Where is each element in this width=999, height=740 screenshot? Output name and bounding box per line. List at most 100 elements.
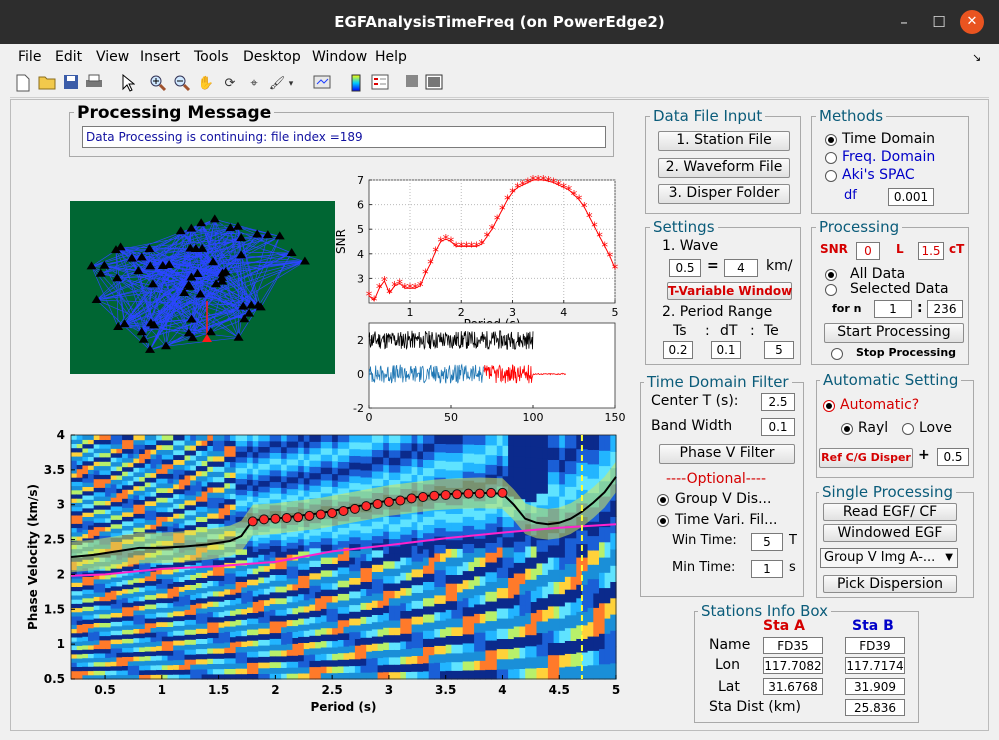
selected-data-radio[interactable] — [825, 284, 837, 296]
start-processing-button[interactable]: Start Processing — [824, 323, 964, 343]
band-width-input[interactable]: 0.1 — [761, 418, 795, 436]
heatmap-cell — [604, 541, 611, 558]
snr-input[interactable]: 0 — [856, 242, 880, 260]
l-input[interactable]: 1.5 — [918, 242, 944, 260]
colorbar-icon[interactable] — [346, 74, 366, 94]
heatmap-cell — [474, 463, 481, 474]
min-time-input[interactable]: 1 — [751, 560, 783, 578]
pan-hand-icon[interactable]: ✋ — [197, 76, 215, 91]
heatmap-cell — [173, 522, 180, 529]
legend-icon[interactable] — [370, 74, 390, 94]
dispersion-image-plot[interactable]: 0.5 1 1.5 2 2.5 3 3.5 4 4.5 50.511.522.533.54Peri… — [21, 425, 621, 720]
heatmap-cell — [315, 641, 322, 649]
heatmap-cell — [71, 594, 78, 600]
show-plot-tools-icon[interactable] — [424, 74, 444, 94]
heatmap-cell — [371, 635, 379, 644]
love-radio[interactable] — [902, 423, 914, 435]
heatmap-cell — [536, 435, 543, 448]
n-from-input[interactable]: 1 — [874, 300, 912, 318]
wave-min-input[interactable]: 0.5 — [669, 259, 701, 277]
heatmap-cell — [371, 557, 379, 565]
dt-input[interactable]: 0.1 — [711, 341, 741, 359]
heatmap-cell — [178, 444, 186, 451]
brush-icon[interactable]: 🖌 — [268, 76, 286, 91]
te-input[interactable]: 5 — [764, 341, 794, 359]
phase-v-filter-button[interactable]: Phase V Filter — [659, 444, 795, 464]
rotate-3d-icon[interactable]: ⟳ — [224, 76, 236, 91]
minimize-icon[interactable]: – — [900, 13, 908, 31]
windowed-egf-button[interactable]: Windowed EGF — [823, 524, 957, 542]
all-data-radio[interactable] — [825, 269, 837, 281]
heatmap-cell — [519, 583, 526, 595]
wave-max-input[interactable]: 4 — [724, 259, 758, 277]
menu-file[interactable]: File — [18, 49, 42, 65]
heatmap-cell — [332, 614, 339, 622]
waveform-plot[interactable]: 0 50 100 150-202 — [331, 315, 631, 430]
data-cursor-icon[interactable]: ⌖ — [250, 76, 258, 91]
zoom-in-icon[interactable] — [148, 74, 168, 94]
hide-plot-tools-icon[interactable] — [402, 74, 422, 94]
heatmap-cell — [530, 468, 538, 480]
read-egf-cf-button[interactable]: Read EGF/ CF — [823, 503, 957, 521]
menu-dock-arrow-icon[interactable]: ↘ — [972, 51, 982, 64]
station-file-button[interactable]: 1. Station File — [658, 131, 790, 151]
win-time-input[interactable]: 5 — [751, 533, 783, 551]
heatmap-cell — [303, 550, 311, 558]
freq-domain-radio[interactable] — [825, 152, 837, 164]
df-input[interactable]: 0.001 — [888, 188, 934, 206]
menu-help[interactable]: Help — [375, 49, 407, 65]
aki-spac-radio[interactable] — [825, 170, 837, 182]
pointer-icon[interactable] — [118, 73, 138, 94]
menu-edit[interactable]: Edit — [55, 49, 83, 65]
heatmap-cell — [212, 450, 220, 457]
menu-view[interactable]: View — [96, 49, 130, 65]
station-map-plot[interactable] — [70, 201, 335, 374]
heatmap-cell — [423, 613, 430, 623]
snr-plot[interactable]: 1 2 3 4 534567******************************… — [331, 170, 631, 330]
menu-tools[interactable]: Tools — [194, 49, 229, 65]
maximize-icon[interactable]: ☐ — [932, 13, 946, 31]
t-variable-window-button[interactable]: T-Variable Window — [667, 282, 793, 300]
station-marker — [136, 327, 147, 336]
group-v-img-select[interactable]: Group V Img A-... ▼ — [820, 548, 958, 568]
waveform-file-button[interactable]: 2. Waveform File — [658, 158, 790, 178]
zoom-out-icon[interactable] — [172, 74, 192, 94]
dropdown-arrow-icon[interactable]: ▾ — [288, 79, 294, 89]
open-folder-icon[interactable] — [37, 74, 57, 94]
rayl-radio[interactable] — [841, 423, 853, 435]
ts-input[interactable]: 0.2 — [663, 341, 693, 359]
ref-cg-disper-button[interactable]: Ref C/G Disper — [819, 448, 913, 468]
link-plot-icon[interactable] — [312, 74, 332, 94]
new-file-icon[interactable] — [13, 74, 33, 94]
menu-window[interactable]: Window — [312, 49, 368, 65]
heatmap-cell — [93, 626, 100, 632]
automatic-radio[interactable] — [823, 400, 835, 412]
heatmap-cell — [167, 521, 174, 527]
heatmap-cell — [377, 435, 384, 443]
disper-folder-button[interactable]: 3. Disper Folder — [658, 184, 790, 204]
close-icon[interactable]: ✕ — [960, 10, 984, 34]
heatmap-cell — [581, 665, 589, 680]
center-t-input[interactable]: 2.5 — [761, 393, 795, 411]
heatmap-cell — [201, 470, 208, 477]
stop-processing-radio[interactable] — [831, 348, 843, 360]
heatmap-cell — [230, 620, 237, 627]
time-domain-radio[interactable] — [825, 134, 837, 146]
save-icon[interactable] — [61, 74, 81, 94]
snr-point: * — [591, 221, 598, 236]
menu-desktop[interactable]: Desktop — [243, 49, 301, 65]
heatmap-cell — [383, 590, 390, 599]
heatmap-cell — [298, 477, 305, 485]
n-to-input[interactable]: 236 — [927, 300, 963, 318]
heatmap-cell — [99, 670, 106, 676]
heatmap-cell — [144, 585, 152, 591]
time-vari-fil-radio[interactable] — [657, 515, 669, 527]
heatmap-cell — [156, 439, 163, 446]
menu-insert[interactable]: Insert — [140, 49, 181, 65]
heatmap-cell — [230, 488, 237, 494]
ref-offset-input[interactable]: 0.5 — [937, 448, 969, 466]
pick-dispersion-button[interactable]: Pick Dispersion — [823, 575, 957, 593]
group-v-dis-radio[interactable] — [657, 494, 669, 506]
print-icon[interactable] — [84, 74, 104, 94]
heatmap-cell — [247, 490, 254, 497]
